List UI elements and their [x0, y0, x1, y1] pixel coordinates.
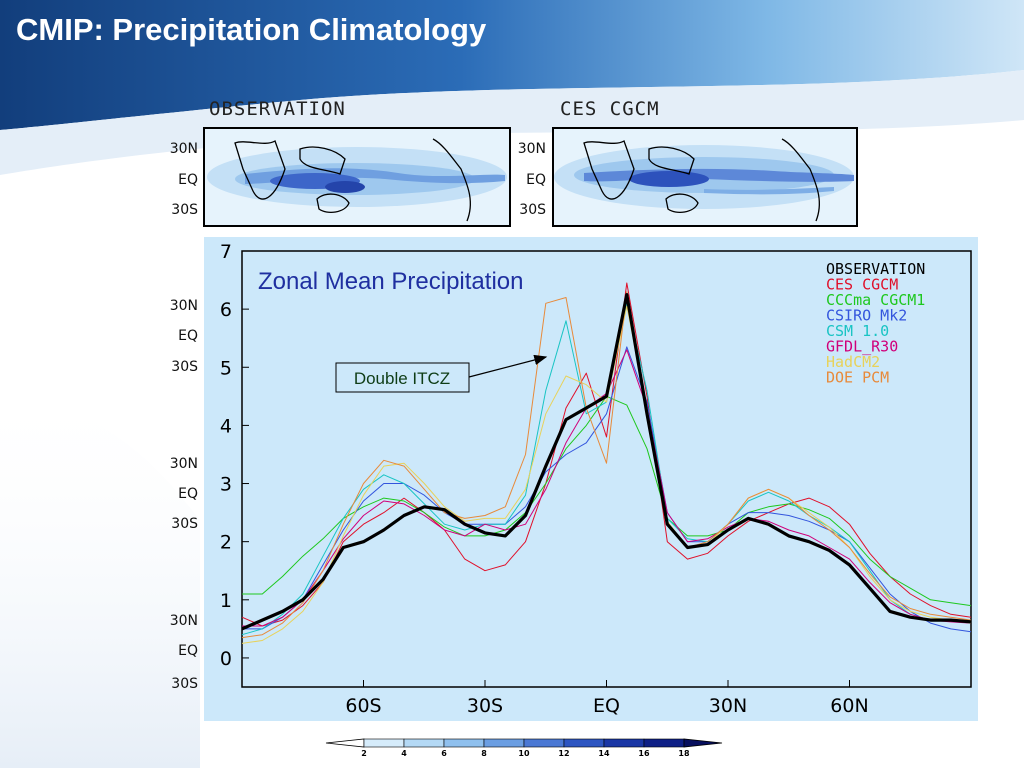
map-observation	[203, 127, 511, 227]
colorbar-segment	[563, 738, 605, 748]
lat-label: 30N	[169, 141, 198, 157]
legend-entry: CSM 1.0	[826, 322, 889, 340]
colorbar-tick-label: 8	[481, 749, 487, 758]
colorbar-tick-label: 16	[638, 749, 650, 758]
map-title-observation: OBSERVATION	[209, 98, 346, 120]
lat-label: 30N	[517, 141, 546, 157]
double-itcz-annotation: Double ITCZ	[335, 354, 548, 393]
lat-label: 30N	[169, 613, 198, 629]
legend-entry: DOE PCM	[826, 369, 889, 387]
colorbar-segment	[603, 738, 645, 748]
zonal-mean-chart-panel: 0 1 2 3 4 5 6 7 60S 30S EQ 30N 60N Zonal Mean Preci…	[204, 237, 978, 721]
lat-label: EQ	[178, 643, 198, 659]
legend-entry: HadCM2	[826, 353, 880, 371]
y-tick-label: 3	[220, 474, 232, 496]
lat-label: EQ	[526, 172, 546, 188]
y-tick-label: 0	[220, 648, 232, 670]
y-tick-label: 4	[220, 415, 232, 437]
lat-label: 30S	[171, 676, 198, 692]
annotation-arrow	[468, 354, 548, 378]
colorbar-tick-label: 18	[678, 749, 690, 758]
chart-title: Zonal Mean Precipitation	[258, 268, 523, 295]
lat-label: 30N	[169, 456, 198, 472]
map-title-ces-cgcm: CES CGCM	[560, 98, 660, 120]
colorbar-tick-label: 6	[441, 749, 447, 758]
y-tick-label: 2	[220, 532, 232, 554]
y-tick-label: 7	[220, 241, 232, 263]
series-line-cccma-cgcm1	[242, 395, 972, 607]
map-ces-cgcm-field	[554, 129, 856, 225]
colorbar-segment	[443, 738, 485, 748]
lat-label: EQ	[178, 486, 198, 502]
annotation-box	[335, 362, 470, 393]
series-line-doe-pcm	[241, 291, 972, 639]
legend-entry: CCCma CGCM1	[826, 291, 925, 309]
colorbar-segment	[403, 738, 445, 748]
x-tick-label: 60S	[345, 695, 381, 717]
colorbar-segment	[643, 738, 685, 748]
colorbar-tick-label: 14	[598, 749, 610, 758]
lat-label: EQ	[178, 172, 198, 188]
legend-entry: CSIRO Mk2	[826, 307, 907, 325]
legend-entry: GFDL_R30	[826, 338, 898, 356]
colorbar-arrow-left	[325, 738, 365, 748]
colorbar-segment	[523, 738, 565, 748]
map-observation-field	[205, 129, 509, 225]
x-tick-label: 30S	[467, 695, 503, 717]
legend-entry: CES CGCM	[826, 276, 898, 294]
lat-label: 30N	[169, 298, 198, 314]
slide-title: CMIP: Precipitation Climatology	[16, 12, 487, 47]
y-tick-label: 1	[220, 590, 232, 612]
colorbar-segment	[363, 738, 405, 748]
x-tick-label: EQ	[593, 695, 620, 717]
colorbar-tick-label: 10	[518, 749, 530, 758]
lat-label: 30S	[171, 202, 198, 218]
series-line-ces-cgcm	[241, 282, 972, 627]
series-line-observation	[241, 292, 972, 631]
lat-label: 30S	[171, 516, 198, 532]
colorbar-arrow-right	[683, 738, 723, 748]
x-tick-label: 60N	[830, 695, 868, 717]
lat-label: 30S	[171, 359, 198, 375]
lat-label: 30S	[519, 202, 546, 218]
lat-label: EQ	[178, 328, 198, 344]
colorbar-tick-label: 4	[401, 749, 407, 758]
map-ces-cgcm	[552, 127, 858, 227]
legend-entry: OBSERVATION	[826, 260, 925, 278]
colorbar: 2 4 6 8 10 12 14 16 18	[325, 738, 723, 758]
annotation-label: Double ITCZ	[354, 369, 450, 388]
x-tick-label: 30N	[709, 695, 747, 717]
colorbar-tick-label: 2	[361, 749, 367, 758]
colorbar-segment	[483, 738, 525, 748]
colorbar-tick-label: 12	[558, 749, 569, 758]
zonal-mean-precipitation-chart: 0 1 2 3 4 5 6 7 60S 30S EQ 30N 60N Zonal Mean Preci…	[220, 241, 972, 717]
y-tick-label: 6	[220, 299, 232, 321]
y-tick-label: 5	[220, 357, 232, 379]
